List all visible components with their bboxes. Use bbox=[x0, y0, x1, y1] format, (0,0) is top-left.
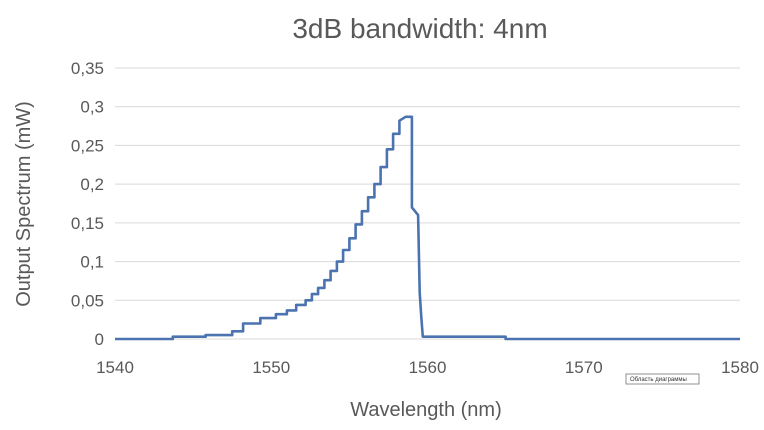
spectrum-series-line bbox=[115, 115, 740, 341]
x-axis-title: Wavelength (nm) bbox=[350, 399, 502, 421]
x-tick-label: 1580 bbox=[721, 358, 759, 377]
series-layer bbox=[115, 115, 740, 341]
x-tick-labels: 1540 1550 1560 1570 1580 bbox=[96, 358, 759, 377]
x-tick-label: 1560 bbox=[409, 358, 447, 377]
chart-area-tooltip: Область диаграммы bbox=[625, 373, 700, 385]
y-tick-label: 0,2 bbox=[80, 175, 104, 194]
x-tick-label: 1550 bbox=[252, 358, 290, 377]
y-axis-title: Output Spectrum (mW) bbox=[13, 101, 35, 307]
chart-area-tooltip-text: Область диаграммы bbox=[630, 377, 687, 383]
y-tick-label: 0,25 bbox=[71, 136, 104, 155]
y-tick-label: 0,3 bbox=[80, 98, 104, 117]
y-tick-labels: 0 0,05 0,1 0,15 0,2 0,25 0,3 0,35 bbox=[71, 59, 104, 349]
y-tick-label: 0,35 bbox=[71, 59, 104, 78]
x-tick-label: 1570 bbox=[565, 358, 603, 377]
grid-layer bbox=[115, 67, 740, 340]
y-tick-label: 0,05 bbox=[71, 291, 104, 310]
y-tick-label: 0,1 bbox=[80, 253, 104, 272]
x-tick-label: 1540 bbox=[96, 358, 134, 377]
y-tick-label: 0,15 bbox=[71, 214, 104, 233]
y-tick-label: 0 bbox=[95, 330, 104, 349]
chart-title: 3dB bandwidth: 4nm bbox=[292, 13, 547, 44]
